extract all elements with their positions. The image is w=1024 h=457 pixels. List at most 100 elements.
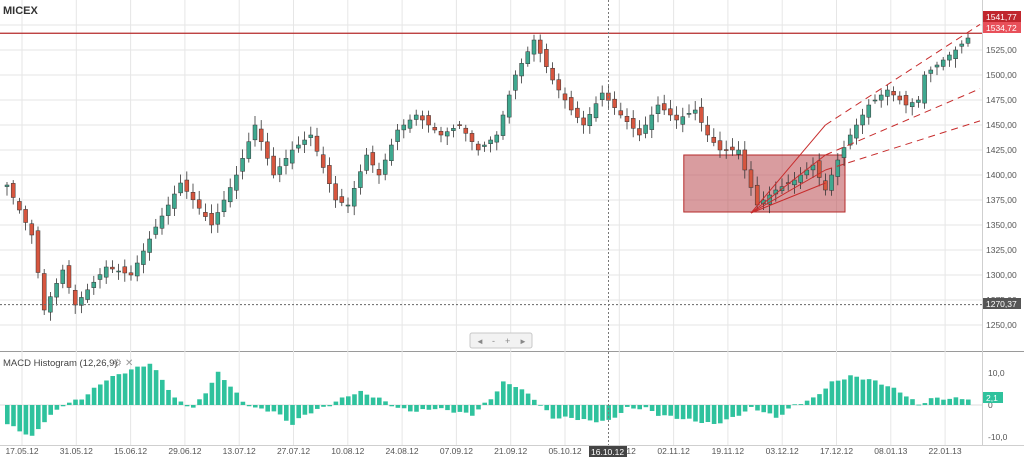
fan-line (750, 169, 826, 214)
macd-bar (600, 405, 605, 421)
macd-bar (817, 394, 822, 405)
macd-pane[interactable] (0, 353, 982, 445)
macd-bar (302, 405, 308, 415)
macd-bar (618, 405, 624, 413)
macd-bar (129, 369, 134, 405)
macd-bar (643, 405, 649, 408)
candle-body (649, 114, 655, 130)
candle-body (922, 74, 927, 104)
candle-body (792, 179, 797, 186)
candle-body (339, 196, 345, 203)
macd-bar (277, 405, 283, 415)
candle-body (866, 104, 872, 118)
candle-body (835, 159, 841, 177)
candle-body (723, 149, 729, 151)
macd-bar (792, 404, 797, 406)
macd-bar (432, 405, 438, 410)
macd-bar (736, 405, 742, 416)
candle-body (314, 135, 320, 152)
macd-title: MACD Histogram (12,26,9) (3, 358, 118, 369)
macd-bar (315, 405, 320, 409)
macd-bar (928, 398, 934, 405)
candle-body (320, 154, 326, 168)
candle-body (165, 204, 171, 216)
y-tick-label: 1525,00 (986, 45, 1017, 55)
macd-bar (773, 405, 779, 418)
macd-bar (377, 397, 382, 405)
candle-body (593, 103, 599, 119)
macd-bar (532, 399, 537, 405)
candle-body (10, 183, 16, 198)
candle-body (475, 143, 481, 151)
candle-body (568, 97, 574, 111)
nav-right-button[interactable]: ► (519, 337, 527, 346)
macd-bar (160, 379, 165, 405)
candle-body (296, 144, 301, 149)
macd-bar (581, 405, 587, 420)
candle-body (389, 144, 394, 161)
candle-body (482, 144, 487, 147)
candle-body (426, 115, 431, 126)
macd-bar (525, 393, 531, 405)
macd-bar (110, 376, 115, 405)
macd-bar (209, 382, 215, 405)
macd-bar (135, 366, 140, 405)
nav-zoom-in-button[interactable]: + (505, 336, 510, 346)
candle-body (940, 59, 946, 67)
macd-close-icon[interactable]: ✕ (125, 358, 133, 369)
fan-line-extension (825, 120, 981, 171)
last-high-tag: 1541,77 (983, 11, 1021, 22)
macd-bar (191, 405, 196, 408)
fan-line-extension (825, 24, 981, 126)
candle-body (754, 184, 760, 206)
candle-body (289, 149, 295, 164)
candle-body (196, 199, 202, 209)
macd-bar (166, 389, 171, 405)
macd-bar (612, 405, 618, 418)
macd-settings-icon[interactable]: ⚙ (113, 358, 122, 369)
candle-body (618, 110, 624, 116)
macd-bar (308, 405, 314, 414)
macd-bar (587, 405, 593, 421)
macd-bar (724, 405, 729, 420)
macd-bar (327, 405, 332, 407)
y-tick-label: 1250,00 (986, 320, 1017, 330)
candle-body (333, 183, 338, 201)
macd-bar (29, 405, 35, 436)
y-tick-label: 1475,00 (986, 95, 1017, 105)
candle-body (854, 124, 859, 139)
macd-bar (271, 405, 277, 412)
crosshair-date-tag: 16.10.12 (589, 446, 627, 457)
candle-body (537, 39, 543, 54)
candle-body (965, 37, 971, 44)
macd-bar (178, 401, 184, 405)
macd-bar (656, 405, 661, 416)
candle-body (680, 116, 686, 125)
last-close-tag: 1534,72 (983, 22, 1021, 33)
macd-bar (91, 387, 97, 405)
candle-body (736, 149, 741, 155)
x-tick-label: 19.11.12 (712, 446, 745, 456)
macd-bar (848, 375, 853, 405)
nav-left-button[interactable]: ◄ (476, 337, 484, 346)
macd-bar (966, 399, 971, 405)
fan-lines (750, 24, 981, 214)
macd-bar (718, 405, 723, 424)
candle-body (692, 109, 698, 114)
macd-bar (141, 366, 146, 405)
macd-bar (370, 397, 376, 405)
candle-body (953, 49, 958, 59)
macd-y-tick-label: 0 (988, 400, 993, 410)
macd-bar (352, 394, 357, 405)
macd-bar (389, 405, 394, 407)
candle-body (134, 262, 140, 277)
nav-zoom-out-button[interactable]: - (492, 336, 495, 346)
candle-body (823, 180, 828, 191)
y-tick-label: 1375,00 (986, 195, 1017, 205)
candle-body (730, 146, 735, 151)
macd-y-tick-label: 10,0 (988, 368, 1005, 378)
macd-bar (668, 405, 673, 416)
macd-bar (184, 405, 190, 407)
